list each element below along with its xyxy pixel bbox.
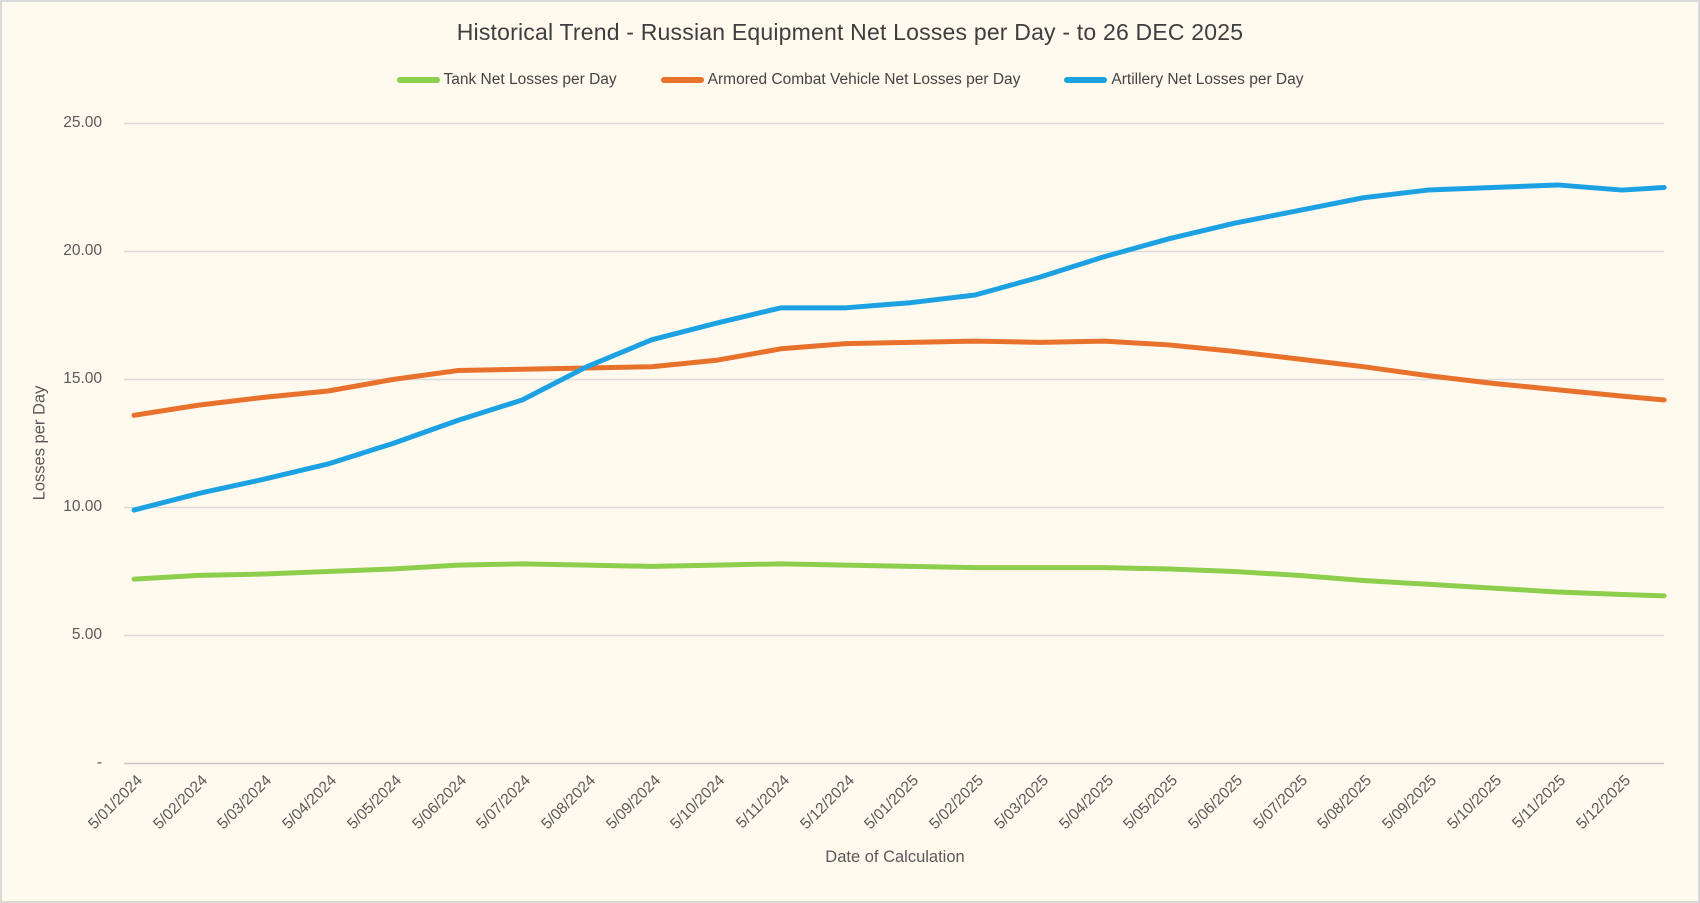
x-tick-label: 5/10/2025 <box>1443 772 1505 833</box>
y-axis-title: Losses per Day <box>30 385 49 501</box>
y-tick-label: 15.00 <box>63 369 102 387</box>
x-tick-label: 5/11/2024 <box>733 772 794 832</box>
legend: Tank Net Losses per Day Armored Combat V… <box>2 71 1698 89</box>
x-tick-label: 5/05/2024 <box>344 772 405 833</box>
chart-title: Historical Trend - Russian Equipment Net… <box>456 19 1244 45</box>
x-tick-label: 5/08/2025 <box>1314 772 1376 833</box>
acv-series-swatch <box>660 77 704 83</box>
x-tick-label: 5/09/2025 <box>1379 772 1441 833</box>
x-tick-label: 5/02/2025 <box>926 772 988 833</box>
x-tick-label: 5/12/2025 <box>1573 772 1635 833</box>
x-tick-label: 5/10/2024 <box>667 772 729 833</box>
y-tick-label: 25.00 <box>63 113 102 131</box>
x-tick-label: 5/04/2024 <box>279 772 341 833</box>
legend-label: Armored Combat Vehicle Net Losses per Da… <box>707 71 1021 88</box>
artillery-series-swatch <box>1064 77 1108 83</box>
x-tick-label: 5/01/2025 <box>861 772 923 833</box>
series-line-0 <box>131 561 1667 599</box>
legend-label: Artillery Net Losses per Day <box>1111 71 1304 88</box>
legend-item-acv: Armored Combat Vehicle Net Losses per Da… <box>660 71 1021 89</box>
x-tick-label: 5/03/2025 <box>991 772 1052 833</box>
x-tick-label: 5/09/2024 <box>602 772 664 833</box>
legend-item-artillery: Artillery Net Losses per Day <box>1064 71 1304 89</box>
legend-item-tank: Tank Net Losses per Day <box>396 71 617 89</box>
y-tick-label: 10.00 <box>63 497 102 515</box>
x-tick-label: 5/01/2024 <box>85 772 147 833</box>
x-tick-label: 5/06/2025 <box>1185 772 1246 833</box>
x-tick-label: 5/11/2025 <box>1509 772 1570 832</box>
x-tick-label: 5/03/2024 <box>214 772 276 833</box>
x-tick-label: 5/08/2024 <box>538 772 599 833</box>
y-tick-label: 20.00 <box>63 241 102 259</box>
series-line-1 <box>131 338 1667 418</box>
x-tick-label: 5/12/2024 <box>796 772 858 833</box>
x-tick-label: 5/05/2025 <box>1120 772 1182 833</box>
series-line-2 <box>131 182 1667 513</box>
y-tick-label: 5.00 <box>71 625 102 643</box>
y-tick-label: - <box>96 753 102 771</box>
x-tick-label: 5/07/2025 <box>1249 772 1311 833</box>
x-axis-title: Date of Calculation <box>825 848 965 866</box>
legend-label: Tank Net Losses per Day <box>443 71 617 88</box>
x-tick-label: 5/07/2024 <box>473 772 535 833</box>
x-tick-label: 5/04/2025 <box>1055 772 1117 833</box>
x-tick-label: 5/06/2024 <box>408 772 470 833</box>
tank-series-swatch <box>396 77 440 83</box>
x-tick-label: 5/02/2024 <box>149 772 211 833</box>
